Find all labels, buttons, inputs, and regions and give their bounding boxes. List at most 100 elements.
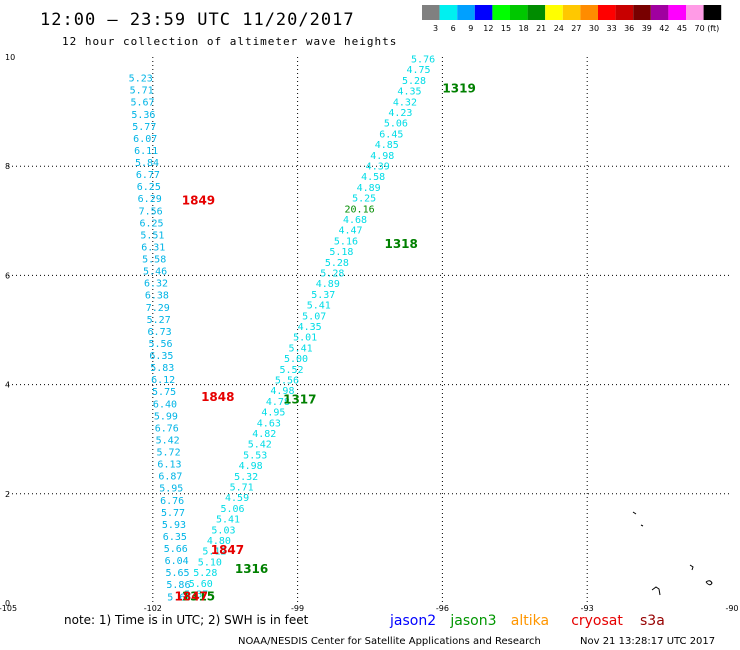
swh-value: 5.37 (184, 590, 208, 601)
swh-value: 5.99 (154, 411, 178, 422)
legend-swatch (615, 5, 634, 20)
lat-tick-label: 8 (5, 162, 10, 171)
swh-value: 5.52 (279, 365, 303, 376)
swh-value: 4.89 (357, 183, 381, 194)
swh-value: 4.39 (366, 161, 390, 172)
swh-value: 5.28 (325, 258, 349, 269)
legend-label: 12 (483, 24, 493, 33)
swh-value: 20.16 (345, 204, 375, 215)
swh-value: 5.28 (402, 76, 426, 87)
swh-value: 6.04 (165, 556, 189, 567)
page-subtitle: 12 hour collection of altimeter wave hei… (62, 35, 397, 48)
swh-value: 5.28 (193, 568, 217, 579)
satellite-name: s3a (640, 613, 665, 629)
swh-value: 6.76 (155, 423, 179, 434)
swh-value: 4.98 (239, 461, 263, 472)
legend-swatch (422, 5, 440, 20)
legend-swatch (650, 5, 669, 20)
swh-value: 5.25 (352, 194, 376, 205)
swh-value: 7.29 (146, 303, 170, 314)
legend-swatch (439, 5, 458, 20)
legend-label: 6 (451, 24, 456, 33)
swh-value: 5.07 (302, 311, 326, 322)
swh-value: 5.41 (216, 515, 240, 526)
swh-value: 4.98 (370, 151, 394, 162)
coastline-islands (632, 511, 713, 596)
swh-value: 4.68 (343, 215, 367, 226)
swh-value: 5.65 (166, 568, 190, 579)
lat-tick-label: 6 (5, 271, 10, 280)
swh-value: 4.98 (270, 386, 294, 397)
swh-value: 5.16 (334, 236, 358, 247)
swh-value: 6.32 (144, 279, 168, 290)
legend-label: 18 (519, 24, 529, 33)
legend-label: 27 (571, 24, 581, 33)
pass-number: 1315 (182, 589, 215, 603)
swh-value: 6.35 (163, 532, 187, 543)
swh-value: 4.59 (225, 493, 249, 504)
legend-swatch (580, 5, 598, 20)
footer-timestamp: Nov 21 13:28:17 UTC 2017 (580, 636, 715, 647)
swh-value: 5.60 (189, 579, 213, 590)
legend-swatch (686, 5, 704, 20)
swh-value: 5.01 (293, 333, 317, 344)
satellite-legend: jason2 jason3 altika cryosat s3a (389, 613, 665, 629)
pass-number: 1317 (283, 393, 316, 407)
lon-tick-label: -96 (436, 604, 449, 613)
swh-value: 6.45 (379, 129, 403, 140)
swh-value: 6.11 (134, 146, 158, 157)
swh-value: 6.76 (160, 496, 184, 507)
lon-tick-label: -99 (291, 604, 304, 613)
swh-value: 4.32 (393, 97, 417, 108)
legend-swatch (457, 5, 475, 20)
swh-value: 5.00 (284, 354, 308, 365)
legend-swatch (510, 5, 528, 20)
swh-value: 6.13 (157, 460, 181, 471)
swh-value: 5.71 (130, 86, 154, 97)
swh-value: 4.89 (316, 279, 340, 290)
pass-number: 1847 (175, 589, 208, 603)
pass-numbers: 1319 1318 1317 1316 1315 1849 1848 1847 1847 (175, 81, 476, 603)
page-title: 12:00 – 23:59 UTC 11/20/2017 (40, 10, 355, 30)
swh-value: 7.56 (139, 206, 163, 217)
swh-value: 6.35 (149, 351, 173, 362)
swh-value: 5.76 (411, 54, 435, 65)
swh-value: 5.06 (220, 504, 244, 515)
legend-label: 15 (501, 24, 511, 33)
swh-value: 5.32 (234, 472, 258, 483)
swh-value: 4.80 (207, 536, 231, 547)
swh-value: 5.42 (156, 435, 180, 446)
swh-value: 4.85 (375, 140, 399, 151)
swh-value: 6.12 (151, 375, 175, 386)
lon-tick-label: -90 (725, 604, 738, 613)
swh-value: 4.47 (338, 226, 362, 237)
swh-value: 5.51 (140, 230, 164, 241)
swh-value: 5.75 (152, 387, 176, 398)
color-scale-legend: 3 6 9 12 15 18 21 24 27 30 33 36 39 42 45 70 (ft) (422, 5, 722, 33)
swh-value: 6.25 (139, 218, 163, 229)
swh-value: 5.46 (143, 267, 167, 278)
swh-value: 5.12 (202, 547, 226, 558)
lon-tick-label: -105 (0, 604, 17, 613)
pass-number: 1848 (201, 390, 234, 404)
lat-tick-label: 2 (5, 490, 10, 499)
swh-value: 5.42 (248, 440, 272, 451)
legend-swatch (545, 5, 563, 20)
swh-value: 5.03 (211, 525, 235, 536)
swh-value: 6.73 (148, 327, 172, 338)
pass-number: 1847 (211, 543, 244, 557)
swh-value: 6.25 (137, 182, 161, 193)
swh-value: 4.35 (397, 87, 421, 98)
footer-note: note: 1) Time is in UTC; 2) SWH is in fe… (64, 613, 309, 627)
swh-value: 5.56 (275, 376, 299, 387)
legend-label: 3 (433, 24, 438, 33)
swh-value: 5.72 (157, 448, 181, 459)
legend-label: 30 (589, 24, 599, 33)
lon-tick-label: -102 (144, 604, 162, 613)
satellite-name: cryosat (571, 613, 623, 629)
legend-label: 9 (468, 24, 473, 33)
footer-credit: NOAA/NESDIS Center for Satellite Applica… (238, 636, 541, 647)
swh-value: 5.18 (329, 247, 353, 258)
satellite-name: jason2 (389, 613, 436, 629)
